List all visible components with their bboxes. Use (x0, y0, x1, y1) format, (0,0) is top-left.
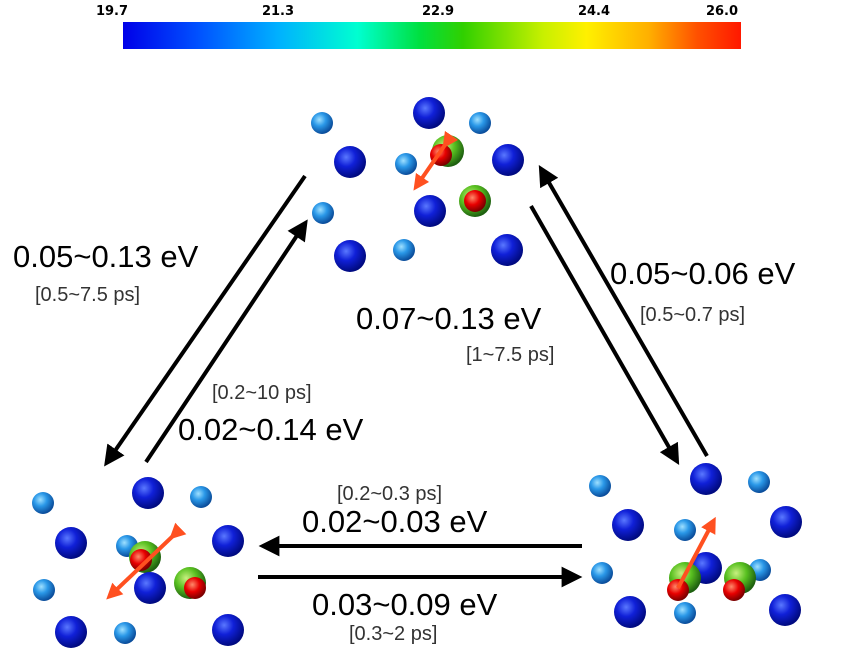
red-core-atom (723, 579, 745, 601)
colorbar (123, 22, 741, 49)
small-atom (469, 112, 491, 134)
large-atom (414, 195, 446, 227)
large-atom (334, 240, 366, 272)
large-atom (212, 614, 244, 646)
energy-right-to-left: 0.02~0.03 eV (302, 504, 488, 539)
time-left-to-right: [0.3~2 ps] (349, 623, 438, 645)
small-atom (33, 579, 55, 601)
energy-top-to-left: 0.05~0.13 eV (13, 239, 199, 274)
large-atom (690, 463, 722, 495)
arrow-right-to-top (538, 164, 709, 458)
left-configuration (32, 477, 244, 648)
time-left-to-top: [0.2~10 ps] (212, 382, 312, 404)
red-core-atom (667, 579, 689, 601)
large-atom (614, 596, 646, 628)
large-atom (770, 506, 802, 538)
time-top-to-right: [1~7.5 ps] (466, 344, 555, 366)
colorbar-tick-0: 19.7 (95, 4, 129, 19)
large-atom (55, 527, 87, 559)
colorbar-tick-1: 21.3 (261, 4, 295, 19)
large-atom (134, 572, 166, 604)
colorbar-tick-3: 24.4 (577, 4, 611, 19)
large-atom (132, 477, 164, 509)
small-atom (674, 519, 696, 541)
energy-left-to-top: 0.02~0.14 eV (178, 412, 364, 447)
right-configuration (589, 463, 802, 628)
time-right-to-left: [0.2~0.3 ps] (337, 483, 443, 505)
small-atom (312, 202, 334, 224)
small-atom (589, 475, 611, 497)
small-atom (393, 239, 415, 261)
vibration-arrow (413, 130, 459, 191)
small-atom (311, 112, 333, 134)
vibration-arrow (676, 516, 716, 589)
large-atom (769, 594, 801, 626)
large-atom (334, 146, 366, 178)
colorbar-tick-2: 22.9 (421, 4, 455, 19)
arrow-left-to-top (144, 219, 308, 464)
large-atom (492, 144, 524, 176)
vibration-arrow (106, 522, 187, 600)
transition-arrows (104, 164, 709, 588)
energy-left-to-right: 0.03~0.09 eV (312, 587, 498, 622)
small-atom (748, 471, 770, 493)
small-atom (674, 602, 696, 624)
red-core-atom (464, 190, 486, 212)
small-atom (32, 492, 54, 514)
large-atom (212, 525, 244, 557)
large-atom (55, 616, 87, 648)
arrow-top-to-left (104, 174, 307, 467)
small-atom (591, 562, 613, 584)
large-atom (491, 234, 523, 266)
large-atom (413, 97, 445, 129)
small-atom (114, 622, 136, 644)
colorbar-tick-4: 26.0 (705, 4, 739, 19)
time-top-to-left: [0.5~7.5 ps] (35, 284, 141, 306)
energy-top-to-right: 0.07~0.13 eV (356, 301, 542, 336)
time-right-to-top: [0.5~0.7 ps] (640, 304, 746, 326)
arrow-top-to-right (529, 205, 680, 466)
top-configuration (311, 97, 524, 272)
red-core-atom (184, 577, 206, 599)
energy-right-to-top: 0.05~0.06 eV (610, 256, 796, 291)
small-atom (395, 153, 417, 175)
large-atom (612, 509, 644, 541)
small-atom (190, 486, 212, 508)
